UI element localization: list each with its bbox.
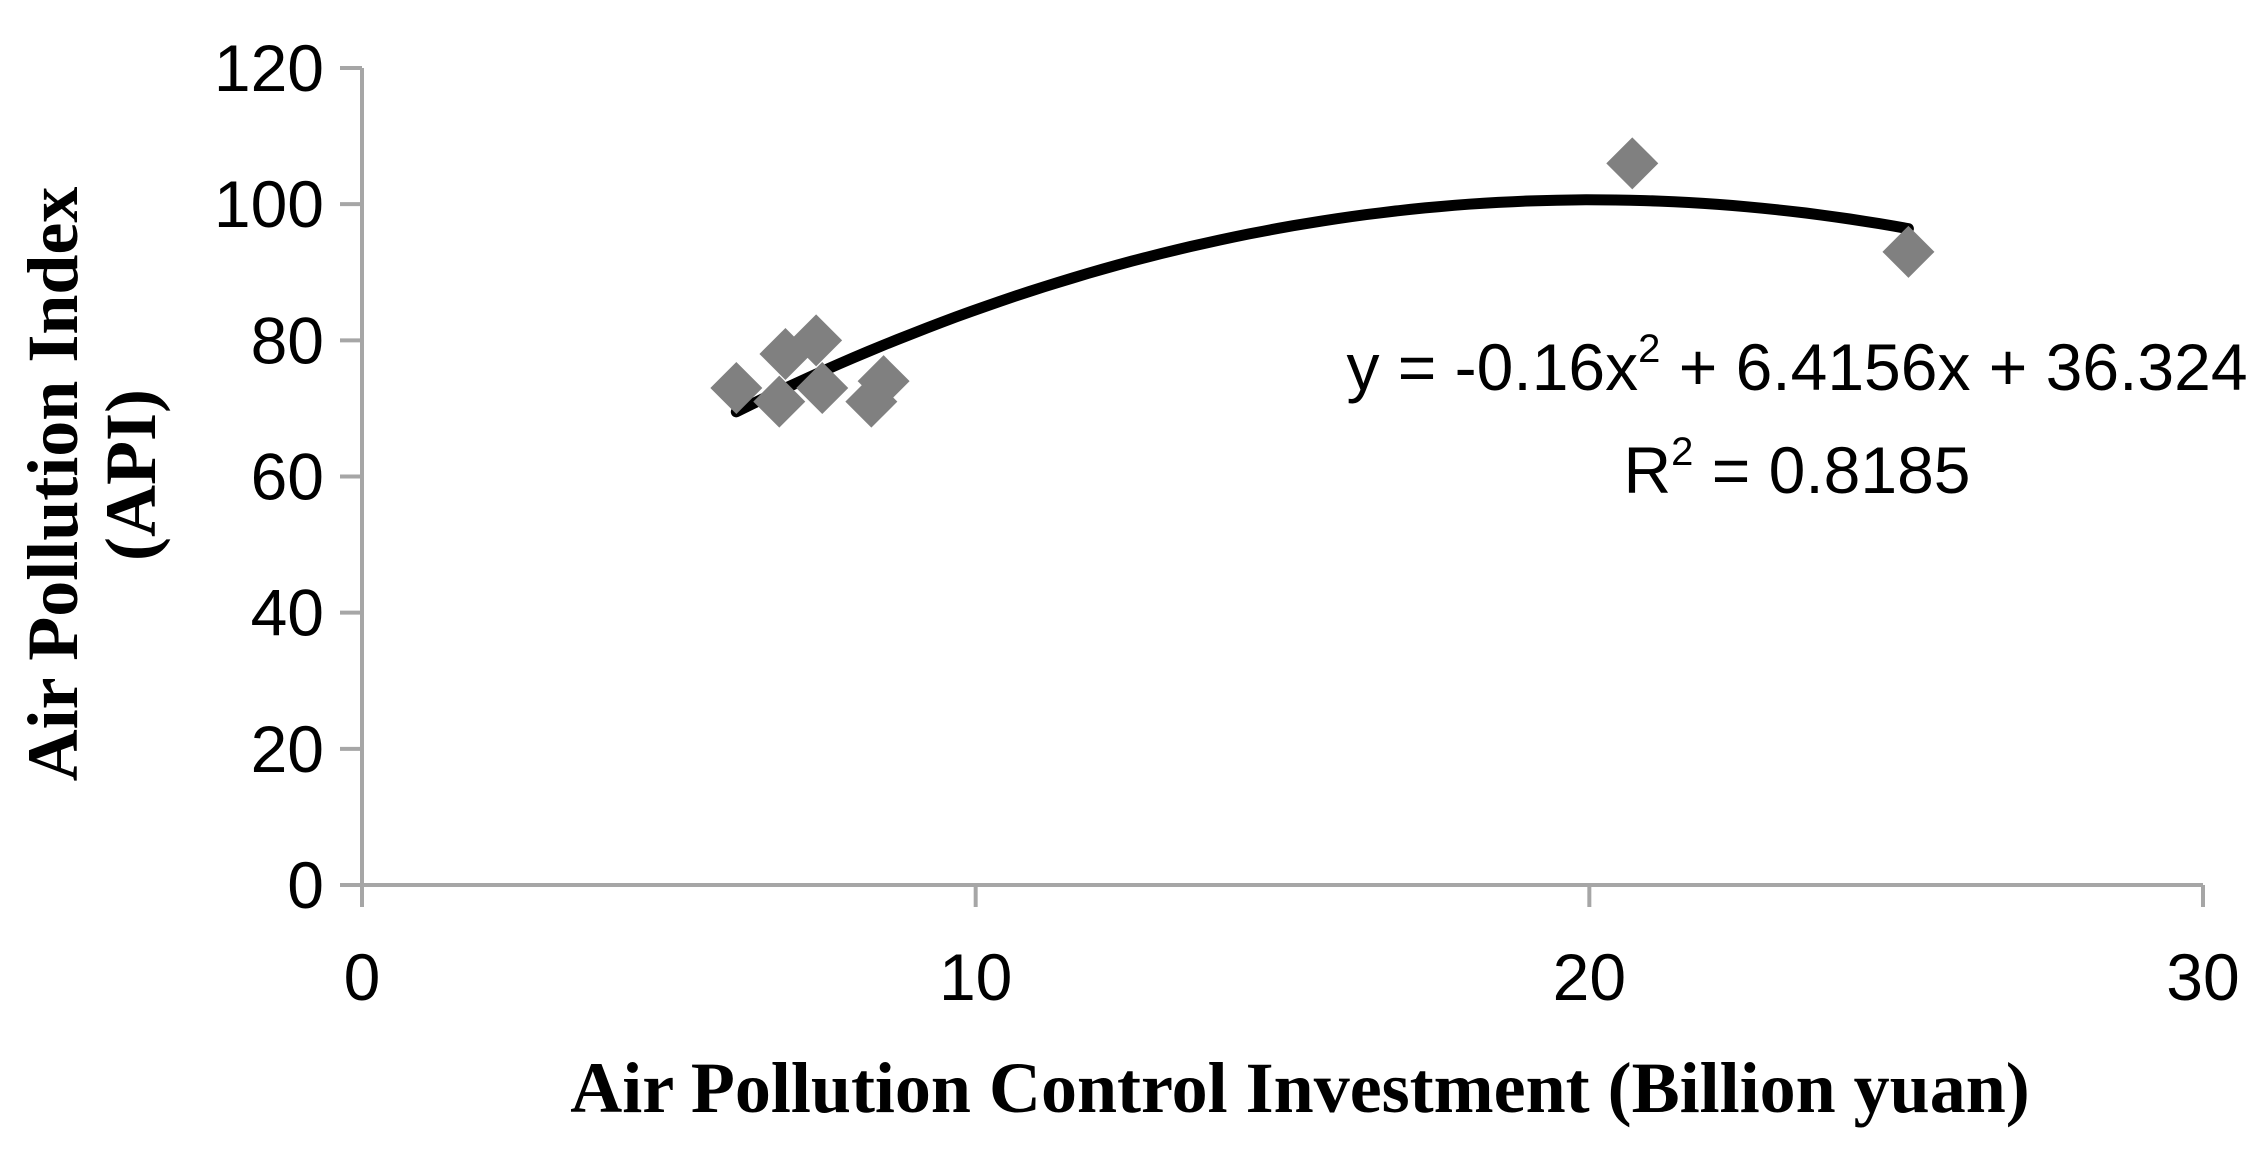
data-point (710, 361, 763, 414)
x-axis-title: Air Pollution Control Investment (Billio… (570, 1048, 2029, 1128)
data-point (796, 361, 849, 414)
y-axis-title: Air Pollution Index (API) (13, 169, 171, 782)
trendline-layer (730, 194, 1914, 418)
data-point (753, 375, 806, 428)
y-tick-label: 100 (214, 167, 324, 241)
trendline-equation: y = -0.16x2 + 6.4156x + 36.324 (1346, 327, 2247, 404)
x-tick-label: 20 (1553, 940, 1626, 1014)
y-tick-label: 0 (287, 848, 324, 922)
data-point (1882, 225, 1935, 278)
y-axis-title-line1: Air Pollution Index (13, 187, 93, 782)
y-tick-label: 20 (251, 712, 324, 786)
axes (340, 66, 2205, 907)
x-tick-label: 30 (2166, 940, 2239, 1014)
y-tick-label: 120 (214, 31, 324, 105)
y-tick-label: 40 (251, 576, 324, 650)
data-point (790, 314, 843, 367)
polynomial-trendline (730, 194, 1914, 418)
data-point (1606, 137, 1659, 190)
x-tick-label: 10 (939, 940, 1012, 1014)
data-points (710, 137, 1935, 428)
r-squared-label: R2 = 0.8185 (1623, 430, 1970, 507)
y-tick-label: 80 (251, 303, 324, 377)
y-axis-title-line2: (API) (91, 389, 171, 561)
data-point (857, 355, 910, 408)
y-tick-label: 60 (251, 440, 324, 514)
x-tick-label: 0 (344, 940, 381, 1014)
tick-labels: 0 20 40 60 80 100 120 0 10 20 30 (214, 31, 2240, 1014)
